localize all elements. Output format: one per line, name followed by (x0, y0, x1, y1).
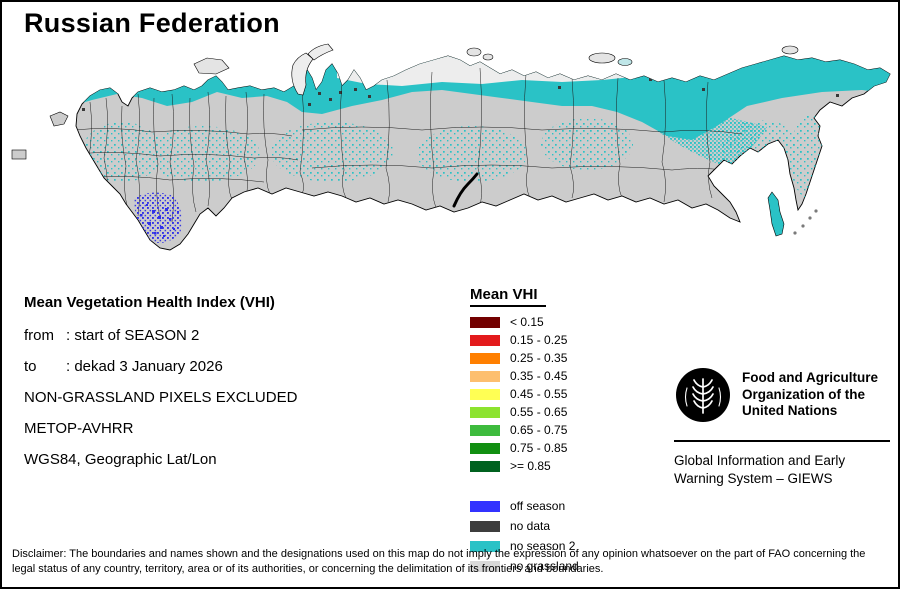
legend-item: no season 2 (470, 539, 579, 553)
legend-label: >= 0.85 (510, 459, 551, 473)
legend-label: 0.55 - 0.65 (510, 405, 568, 419)
severnaya-zemlya-island-2 (482, 53, 494, 61)
legend-swatch (470, 540, 500, 552)
no-season2-east-dense (632, 110, 767, 167)
info-heading: Mean Vegetation Health Index (VHI) (24, 294, 275, 311)
fao-block: Food and Agriculture Organization of the… (674, 366, 890, 487)
info-row-to: to : dekad 3 January 2026 (24, 358, 454, 375)
legend-label: 0.75 - 0.85 (510, 441, 568, 455)
info-row-from: from : start of SEASON 2 (24, 327, 454, 344)
legend-label: 0.45 - 0.55 (510, 387, 568, 401)
map-info-block: Mean Vegetation Health Index (VHI) from:… (24, 294, 454, 482)
legend-item: < 0.15 (470, 315, 579, 329)
off-season-pixels (140, 204, 179, 237)
info-to-value: : dekad 3 January 2026 (66, 358, 223, 375)
legend-swatch (470, 424, 500, 436)
legend-item: 0.45 - 0.55 (470, 387, 579, 401)
legend-swatch (470, 460, 500, 472)
legend-swatch (470, 500, 500, 512)
legend-swatch (470, 334, 500, 346)
legend-label: no season 2 (510, 539, 576, 553)
legend-extra-list: off season no data no season 2 no grassl… (470, 499, 579, 573)
islands (11, 43, 818, 237)
legend-swatch (470, 560, 500, 572)
info-line-projection: WGS84, Geographic Lat/Lon (24, 451, 217, 468)
fao-header: Food and Agriculture Organization of the… (674, 366, 890, 424)
legend-swatch (470, 316, 500, 328)
new-siberian-islands (588, 52, 616, 64)
legend-item: 0.55 - 0.65 (470, 405, 579, 419)
legend-item: 0.35 - 0.45 (470, 369, 579, 383)
legend-swatch (470, 370, 500, 382)
legend-swatch (470, 520, 500, 532)
info-from-label: from (24, 327, 54, 344)
kaliningrad-region (49, 111, 69, 127)
fao-divider (674, 440, 890, 442)
legend-label: no grassland (510, 559, 579, 573)
legend-item: off season (470, 499, 579, 513)
lake-baikal (452, 172, 479, 208)
page-title: Russian Federation (24, 8, 280, 38)
novaya-zemlya-north-island (307, 43, 334, 61)
legend-label: 0.15 - 0.25 (510, 333, 568, 347)
kuril-islands (793, 209, 818, 235)
west-edge-land (11, 149, 27, 160)
disclaimer-text: Disclaimer: The boundaries and names sho… (12, 548, 866, 575)
legend-item: 0.75 - 0.85 (470, 441, 579, 455)
sakhalin-island (767, 191, 785, 237)
legend-swatch (470, 352, 500, 364)
legend-label: 0.35 - 0.45 (510, 369, 568, 383)
legend-item: no data (470, 519, 579, 533)
info-to-label: to (24, 358, 37, 375)
severnaya-zemlya-island (466, 47, 482, 57)
fao-org-name: Food and Agriculture Organization of the… (742, 369, 878, 419)
novaya-zemlya-south-island (291, 52, 314, 96)
legend-label: < 0.15 (510, 315, 544, 329)
no-data-specks (82, 72, 839, 111)
legend-item: >= 0.85 (470, 459, 579, 473)
legend-item: 0.15 - 0.25 (470, 333, 579, 347)
fao-logo-icon (676, 368, 730, 422)
info-line-sensor: METOP-AVHRR (24, 420, 134, 437)
legend-item: 0.25 - 0.35 (470, 351, 579, 365)
giews-system-name: Global Information and Early Warning Sys… (674, 453, 846, 486)
wrangel-island (781, 45, 799, 55)
legend-swatch (470, 442, 500, 454)
new-siberian-islands-2 (617, 58, 633, 66)
russia-vhi-map (11, 43, 891, 251)
legend: Mean VHI < 0.15 0.15 - 0.25 0.25 - 0.35 … (470, 286, 579, 579)
legend-label: no data (510, 519, 551, 533)
legend-class-list: < 0.15 0.15 - 0.25 0.25 - 0.35 0.35 - 0.… (470, 315, 579, 473)
legend-swatch (470, 406, 500, 418)
legend-label: 0.25 - 0.35 (510, 351, 568, 365)
legend-title: Mean VHI (470, 286, 546, 307)
legend-label: 0.65 - 0.75 (510, 423, 568, 437)
legend-label: off season (510, 499, 566, 513)
admin-boundaries (76, 67, 743, 223)
legend-item: no grassland (470, 559, 579, 573)
info-from-value: : start of SEASON 2 (66, 327, 200, 344)
legend-swatch (470, 388, 500, 400)
franz-josef-land (193, 57, 230, 75)
info-line-exclusion: NON-GRASSLAND PIXELS EXCLUDED (24, 389, 298, 406)
legend-item: 0.65 - 0.75 (470, 423, 579, 437)
